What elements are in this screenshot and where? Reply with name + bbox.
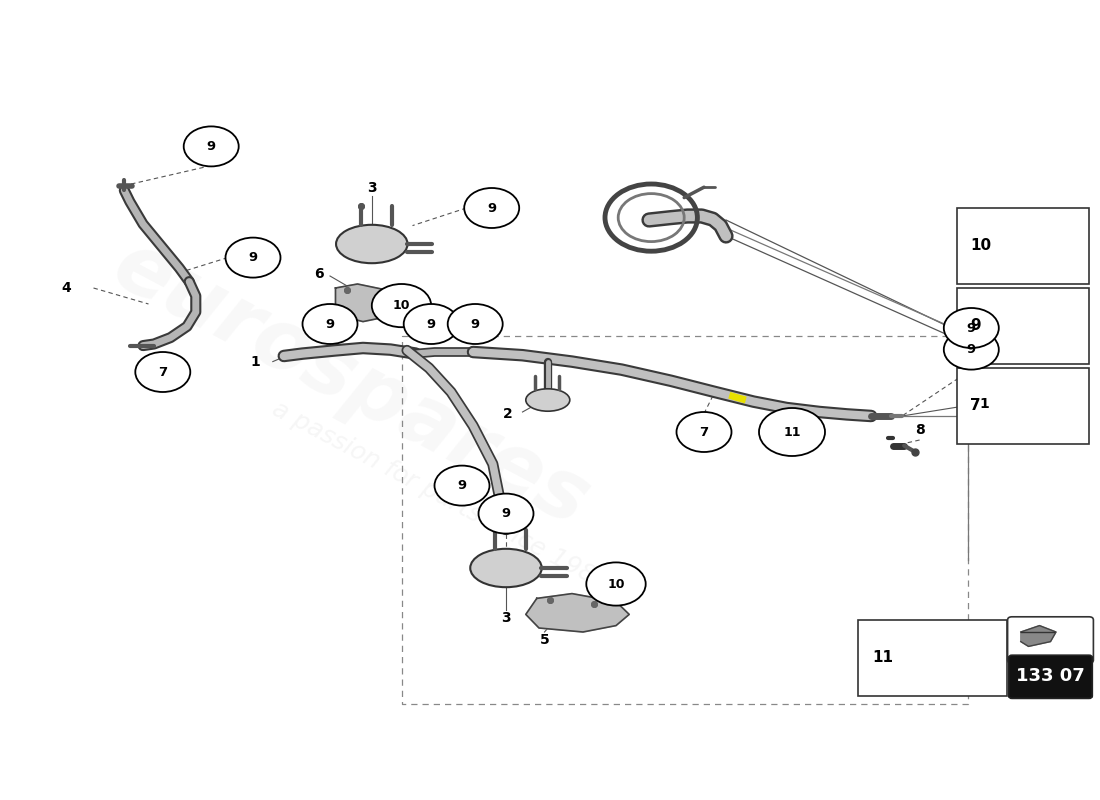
- Circle shape: [372, 284, 431, 327]
- Circle shape: [944, 308, 999, 348]
- Text: 7: 7: [158, 366, 167, 378]
- Text: 10: 10: [970, 238, 991, 254]
- Bar: [858, 620, 1006, 696]
- Ellipse shape: [526, 389, 570, 411]
- Text: 11: 11: [783, 426, 801, 438]
- Circle shape: [478, 494, 534, 534]
- Circle shape: [302, 304, 358, 344]
- FancyBboxPatch shape: [1009, 655, 1092, 698]
- Text: 9: 9: [249, 251, 257, 264]
- Circle shape: [586, 562, 646, 606]
- Circle shape: [434, 466, 490, 506]
- Circle shape: [226, 238, 280, 278]
- Text: 4: 4: [62, 281, 70, 295]
- Text: 9: 9: [967, 343, 976, 356]
- Ellipse shape: [471, 549, 541, 587]
- Text: 9: 9: [967, 322, 976, 334]
- Text: 9: 9: [326, 318, 334, 330]
- Text: 9: 9: [471, 318, 480, 330]
- Polygon shape: [1021, 626, 1056, 646]
- Bar: [957, 288, 1089, 364]
- Text: a passion for parts since 1985: a passion for parts since 1985: [267, 397, 613, 595]
- Ellipse shape: [337, 225, 407, 263]
- Circle shape: [404, 304, 459, 344]
- Text: 6: 6: [315, 266, 323, 281]
- Text: 7: 7: [970, 398, 981, 414]
- Circle shape: [944, 330, 999, 370]
- Text: 2: 2: [504, 407, 513, 422]
- Text: 10: 10: [607, 578, 625, 590]
- Text: 11: 11: [872, 650, 893, 665]
- Circle shape: [676, 412, 732, 452]
- Text: 3: 3: [502, 610, 510, 625]
- Text: 8: 8: [915, 423, 924, 438]
- Text: 10: 10: [393, 299, 410, 312]
- Circle shape: [448, 304, 503, 344]
- FancyBboxPatch shape: [1008, 617, 1093, 663]
- Text: 1: 1: [251, 354, 260, 369]
- Text: 9: 9: [487, 202, 496, 214]
- Text: eurospares: eurospares: [100, 225, 604, 543]
- Text: 7: 7: [700, 426, 708, 438]
- Polygon shape: [526, 594, 629, 632]
- Text: 133 07: 133 07: [1016, 667, 1085, 685]
- Text: 9: 9: [502, 507, 510, 520]
- Circle shape: [464, 188, 519, 228]
- Polygon shape: [336, 284, 407, 322]
- Text: 9: 9: [427, 318, 436, 330]
- Circle shape: [135, 352, 190, 392]
- Text: 9: 9: [207, 140, 216, 153]
- Circle shape: [759, 408, 825, 456]
- Bar: [957, 368, 1089, 444]
- Text: 3: 3: [367, 181, 376, 195]
- Circle shape: [184, 126, 239, 166]
- Text: 1: 1: [980, 397, 989, 411]
- Text: 9: 9: [970, 318, 981, 334]
- Text: 5: 5: [540, 633, 549, 647]
- Bar: [957, 208, 1089, 284]
- Text: 9: 9: [458, 479, 466, 492]
